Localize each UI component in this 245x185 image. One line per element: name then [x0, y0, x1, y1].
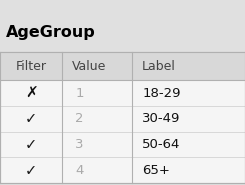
- Text: 1: 1: [75, 87, 84, 100]
- Text: Filter: Filter: [16, 60, 47, 73]
- Text: ✓: ✓: [25, 137, 37, 152]
- Text: 30-49: 30-49: [142, 112, 181, 125]
- Text: ✓: ✓: [25, 163, 37, 178]
- FancyBboxPatch shape: [0, 52, 245, 80]
- Text: ✓: ✓: [25, 112, 37, 127]
- Text: AgeGroup: AgeGroup: [6, 25, 96, 40]
- Text: 3: 3: [75, 138, 84, 151]
- Text: ✗: ✗: [25, 86, 38, 101]
- Text: 4: 4: [75, 164, 84, 177]
- FancyBboxPatch shape: [0, 52, 245, 183]
- Text: 18-29: 18-29: [142, 87, 181, 100]
- Text: 65+: 65+: [142, 164, 170, 177]
- Text: 50-64: 50-64: [142, 138, 181, 151]
- Text: 2: 2: [75, 112, 84, 125]
- Text: Value: Value: [72, 60, 107, 73]
- Text: Label: Label: [142, 60, 176, 73]
